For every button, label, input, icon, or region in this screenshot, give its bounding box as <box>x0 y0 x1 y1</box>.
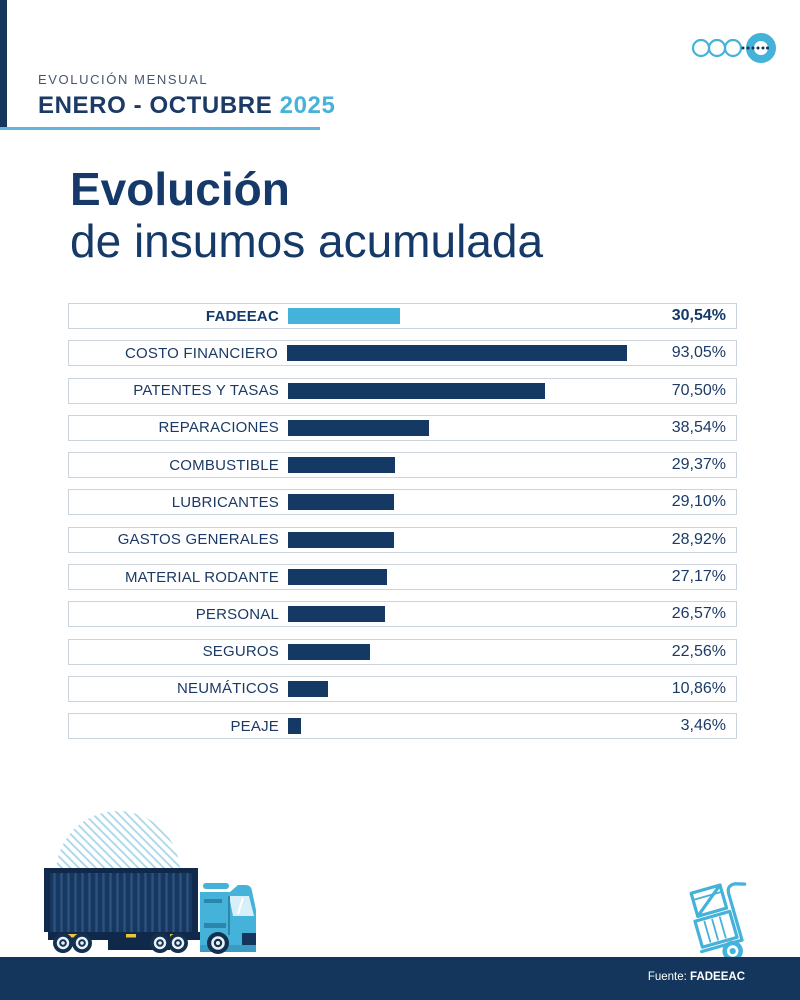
chart-bar-track <box>288 531 626 548</box>
chart-row-value: 10,86% <box>671 679 726 697</box>
chart-row-value: 29,37% <box>671 456 726 474</box>
header-underline <box>0 127 320 130</box>
chart-row: SEGUROS 22,56% <box>68 638 737 665</box>
chart-row-value: 93,05% <box>671 344 726 362</box>
chart-row-value: 29,10% <box>671 493 726 511</box>
chart-row: PERSONAL 26,57% <box>68 601 737 628</box>
chart-bar <box>288 680 328 697</box>
chart-row-value: 26,57% <box>671 605 726 623</box>
chart-bar <box>288 308 400 324</box>
chart-row-label: REPARACIONES <box>158 419 279 437</box>
chart-bar-track <box>288 308 626 324</box>
chart-row-value: 30,54% <box>671 307 726 324</box>
chart-bar-track <box>288 494 626 511</box>
chart-bar <box>288 531 394 548</box>
chart-bar-track <box>286 345 627 362</box>
chart-bar <box>288 382 546 399</box>
chart-row: REPARACIONES 38,54% <box>68 414 737 441</box>
chart-row: FADEEAC 30,54% <box>68 303 737 329</box>
chart-row-label: PATENTES Y TASAS <box>133 382 279 400</box>
chart-bar <box>288 494 395 511</box>
chart-row-label: GASTOS GENERALES <box>117 531 279 549</box>
chart-bar-track <box>288 457 626 474</box>
page-title-line2: de insumos acumulada <box>70 215 544 268</box>
truck-wheels <box>53 932 229 954</box>
chart-row-label: PEAJE <box>230 717 279 735</box>
chart-row: PEAJE 3,46% <box>68 713 737 740</box>
chart-row-value: 38,54% <box>671 418 726 436</box>
chart-row: COSTO FINANCIERO 93,05% <box>68 340 737 367</box>
chart-bar <box>288 606 385 623</box>
period-year: 2025 <box>279 92 336 119</box>
chart-bar-track <box>288 569 626 586</box>
chart-bar-track <box>288 643 626 660</box>
chart-row-value: 3,46% <box>680 717 726 735</box>
chart-row: PATENTES Y TASAS 70,50% <box>68 377 737 404</box>
chart-row-label: LUBRICANTES <box>171 493 279 511</box>
chart-bar-track <box>288 718 626 735</box>
header-period: ENERO - OCTUBRE 2025 <box>38 92 335 120</box>
chart-row-label: MATERIAL RODANTE <box>124 568 279 586</box>
chart-row-value: 28,92% <box>671 530 726 548</box>
hand-truck-icon <box>689 882 747 962</box>
chart-row-label: COMBUSTIBLE <box>169 456 279 474</box>
chart-bar-track <box>288 382 626 399</box>
chart-row: LUBRICANTES 29,10% <box>68 489 737 516</box>
chart-bar <box>288 569 388 586</box>
container-truck-illustration <box>44 811 256 954</box>
footer-bar <box>0 957 800 1000</box>
page-title-line1: Evolución <box>70 163 290 215</box>
chart-row: MATERIAL RODANTE 27,17% <box>68 564 737 591</box>
circles-dotted-ring-icon <box>691 33 776 63</box>
source-name: FADEEAC <box>690 971 745 983</box>
chart-bar <box>288 457 396 474</box>
source-prefix: Fuente: <box>647 971 687 983</box>
source-note: Fuente: FADEEAC <box>648 971 745 983</box>
left-accent-bar <box>0 0 7 128</box>
chart-row-value: 22,56% <box>671 642 726 660</box>
chart-row-value: 70,50% <box>671 381 726 399</box>
bar-chart: FADEEAC 30,54% COSTO FINANCIERO 93,05% PATEN… <box>68 303 737 751</box>
period-text: ENERO - OCTUBRE <box>38 92 273 119</box>
page-title: Evolución de insumos acumulada <box>70 163 543 268</box>
chart-bar <box>286 345 627 362</box>
chart-bar-track <box>288 606 626 623</box>
chart-row: COMBUSTIBLE 29,37% <box>68 452 737 479</box>
chart-row-value: 27,17% <box>671 568 726 586</box>
chart-bar-track <box>288 419 626 436</box>
chart-bar <box>288 643 371 660</box>
chart-row-label: PERSONAL <box>195 605 279 623</box>
chart-bar <box>288 419 429 436</box>
chart-row-label: COSTO FINANCIERO <box>124 344 278 362</box>
chart-row: GASTOS GENERALES 28,92% <box>68 526 737 553</box>
chart-row-label: NEUMÁTICOS <box>176 680 279 698</box>
chart-bar <box>288 718 301 735</box>
chart-row: NEUMÁTICOS 10,86% <box>68 675 737 702</box>
header-eyebrow: EVOLUCIÓN MENSUAL <box>38 72 209 87</box>
chart-row-label: FADEEAC <box>205 307 279 325</box>
chart-bar-track <box>288 680 626 697</box>
chart-row-label: SEGUROS <box>202 643 279 661</box>
